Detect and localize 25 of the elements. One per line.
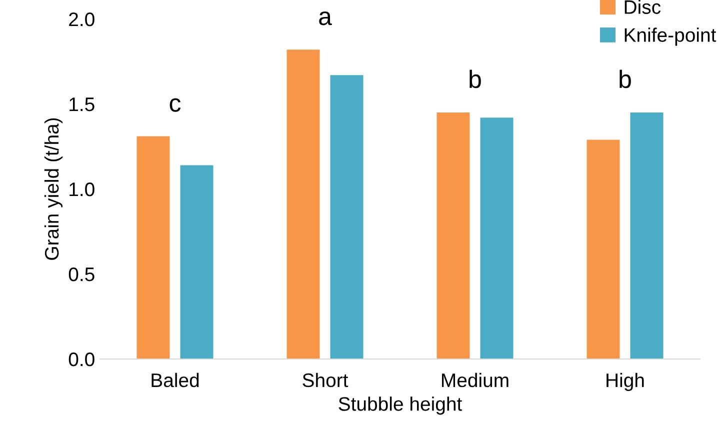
- bar: [180, 165, 214, 359]
- bar: [630, 112, 664, 359]
- x-tick-label: High: [606, 372, 644, 392]
- x-tick-label: Short: [302, 372, 348, 388]
- y-tick-label: 2.0: [69, 12, 94, 26]
- bar: [480, 118, 514, 359]
- bar: [330, 75, 364, 359]
- annotation: a: [319, 12, 332, 26]
- annotation: c: [170, 98, 181, 112]
- legend-label: Disc: [624, 0, 661, 14]
- bar: [586, 140, 620, 359]
- x-tick-label: Baled: [152, 372, 199, 388]
- bar: [286, 50, 320, 359]
- y-tick-label: 0.5: [68, 267, 94, 282]
- annotation: b: [620, 70, 631, 88]
- bar: [436, 112, 470, 359]
- y-tick-label: 1.5: [70, 98, 94, 112]
- x-axis-title: Stubble height: [338, 396, 462, 415]
- legend-label: Knife-point: [624, 28, 716, 46]
- y-tick-label: 0.0: [68, 352, 94, 366]
- annotation: b: [470, 70, 481, 88]
- y-tick-label: 1.0: [70, 182, 94, 196]
- x-tick-label: Medium: [442, 372, 508, 388]
- bar: [136, 136, 170, 359]
- y-axis-title: Grain yield (t/ha): [44, 118, 63, 260]
